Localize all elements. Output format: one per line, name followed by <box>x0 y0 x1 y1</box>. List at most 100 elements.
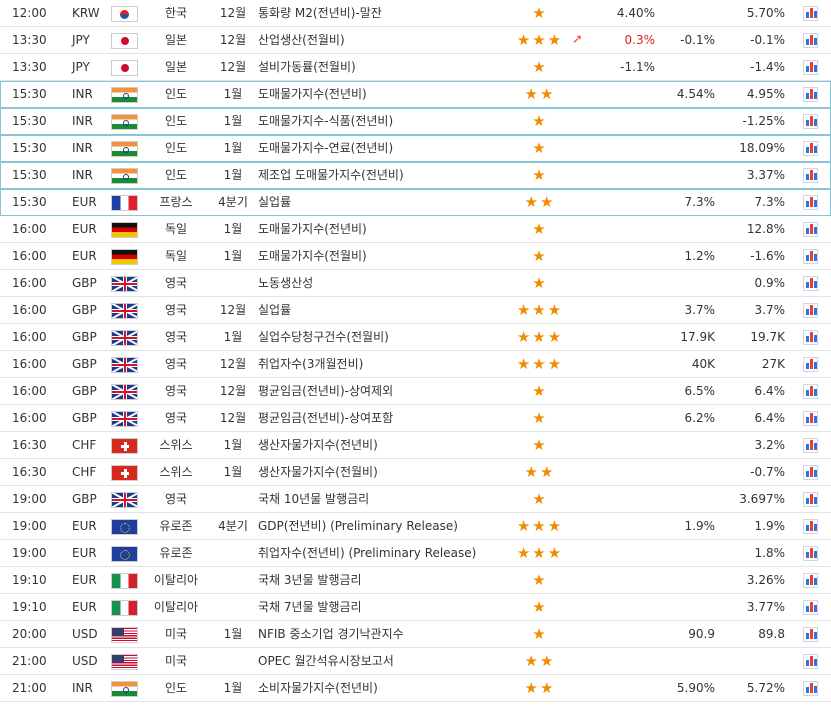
forecast-value <box>655 216 715 242</box>
table-row[interactable]: 19:10 EUR 이탈리아 국채 7년물 발행금리 ★ 3.77% <box>0 594 831 621</box>
chart-icon[interactable] <box>803 222 818 237</box>
event-period: 1월 <box>223 330 243 344</box>
chart-icon[interactable] <box>803 573 818 588</box>
importance-star-icon: ★★★ <box>516 31 564 49</box>
currency-code: USD <box>72 654 98 668</box>
event-title[interactable]: 실업률 <box>258 195 292 209</box>
table-row[interactable]: 16:00 GBP 영국 노동생산성 ★ 0.9% <box>0 270 831 297</box>
event-title[interactable]: GDP(전년비) (Preliminary Release) <box>258 519 458 533</box>
flag-kr-icon <box>111 6 138 22</box>
table-row[interactable]: 19:10 EUR 이탈리아 국채 3년물 발행금리 ★ 3.26% <box>0 567 831 594</box>
event-title[interactable]: 설비가동률(전월비) <box>258 60 356 74</box>
chart-icon[interactable] <box>803 249 818 264</box>
chart-icon[interactable] <box>803 600 818 615</box>
event-title[interactable]: 취업자수(3개월전비) <box>258 357 364 371</box>
forecast-value <box>655 135 715 161</box>
table-row[interactable]: 12:00 KRW 한국 12월 통화량 M2(전년비)-말잔 ★ 4.40% 5.70% <box>0 0 831 27</box>
arrow-up-right-icon <box>572 594 586 620</box>
chart-icon[interactable] <box>803 681 818 696</box>
chart-icon[interactable] <box>803 654 818 669</box>
table-row[interactable]: 19:00 GBP 영국 국채 10년물 발행금리 ★ 3.697% <box>0 486 831 513</box>
flag-de-icon <box>111 222 138 238</box>
table-row[interactable]: 16:30 CHF 스위스 1월 생산자물가지수(전년비) ★ 3.2% <box>0 432 831 459</box>
chart-icon[interactable] <box>803 87 818 102</box>
chart-icon[interactable] <box>803 438 818 453</box>
actual-value: -1.1% <box>620 60 655 74</box>
table-row[interactable]: 16:00 EUR 독일 1월 도매물가지수(전월비) ★ 1.2% -1.6% <box>0 243 831 270</box>
chart-icon[interactable] <box>803 465 818 480</box>
chart-icon[interactable] <box>803 492 818 507</box>
country-name: 독일 <box>164 222 188 236</box>
event-title[interactable]: 취업자수(전년비) (Preliminary Release) <box>258 546 477 560</box>
chart-icon[interactable] <box>803 519 818 534</box>
table-row[interactable]: 16:30 CHF 스위스 1월 생산자물가지수(전월비) ★★ -0.7% <box>0 459 831 486</box>
chart-icon[interactable] <box>803 6 818 21</box>
chart-icon[interactable] <box>803 627 818 642</box>
table-row[interactable]: 21:00 INR 인도 1월 소비자물가지수(전년비) ★★ 5.90% 5.72% <box>0 675 831 702</box>
event-title[interactable]: 실업수당청구건수(전월비) <box>258 330 389 344</box>
chart-icon[interactable] <box>803 546 818 561</box>
table-row[interactable]: 13:30 JPY 일본 12월 설비가동률(전월비) ★ -1.1% -1.4% <box>0 54 831 81</box>
event-title[interactable]: OPEC 월간석유시장보고서 <box>258 654 394 668</box>
table-row[interactable]: 15:30 EUR 프랑스 4분기 실업률 ★★ 7.3% 7.3% <box>0 189 831 216</box>
event-title[interactable]: 제조업 도매물가지수(전년비) <box>258 168 404 182</box>
chart-icon[interactable] <box>803 330 818 345</box>
event-title[interactable]: 국채 7년물 발행금리 <box>258 600 362 614</box>
event-title[interactable]: 도매물가지수(전년비) <box>258 87 367 101</box>
importance-star-icon: ★★ <box>524 652 556 670</box>
table-row[interactable]: 13:30 JPY 일본 12월 산업생산(전월비) ★★★ ➚ 0.3% -0.1% -0.1% <box>0 27 831 54</box>
chart-icon[interactable] <box>803 60 818 75</box>
event-title[interactable]: 도매물가지수(전년비) <box>258 222 367 236</box>
previous-value: 3.26% <box>746 573 785 587</box>
table-row[interactable]: 15:30 INR 인도 1월 도매물가지수-연료(전년비) ★ 18.09% <box>0 135 831 162</box>
chart-icon[interactable] <box>803 411 818 426</box>
event-title[interactable]: 통화량 M2(전년비)-말잔 <box>258 6 382 20</box>
event-title[interactable]: 도매물가지수-식품(전년비) <box>258 114 394 128</box>
table-row[interactable]: 19:00 EUR 유로존 4분기 GDP(전년비) (Preliminary Rele… <box>0 513 831 540</box>
actual-value: 0.3% <box>624 33 656 47</box>
event-period: 1월 <box>223 438 243 452</box>
chart-icon[interactable] <box>803 276 818 291</box>
event-title[interactable]: 평균임금(전년비)-상여포함 <box>258 411 394 425</box>
table-row[interactable]: 15:30 INR 인도 1월 도매물가지수-식품(전년비) ★ -1.25% <box>0 108 831 135</box>
event-title[interactable]: 도매물가지수(전월비) <box>258 249 367 263</box>
actual-value: 4.40% <box>616 6 655 20</box>
forecast-value: 90.9 <box>688 627 715 641</box>
table-row[interactable]: 16:00 GBP 영국 12월 실업률 ★★★ 3.7% 3.7% <box>0 297 831 324</box>
chart-icon[interactable] <box>803 141 818 156</box>
chart-icon[interactable] <box>803 114 818 129</box>
country-name: 영국 <box>164 330 188 344</box>
table-row[interactable]: 16:00 GBP 영국 12월 취업자수(3개월전비) ★★★ 40K 27K <box>0 351 831 378</box>
event-title[interactable]: 국채 10년물 발행금리 <box>258 492 370 506</box>
table-row[interactable]: 15:30 INR 인도 1월 도매물가지수(전년비) ★★ 4.54% 4.95% <box>0 81 831 108</box>
event-title[interactable]: 노동생산성 <box>258 276 314 290</box>
event-title[interactable]: NFIB 중소기업 경기낙관지수 <box>258 627 404 641</box>
event-period: 12월 <box>219 60 247 74</box>
chart-icon[interactable] <box>803 357 818 372</box>
table-row[interactable]: 16:00 GBP 영국 12월 평균임금(전년비)-상여포함 ★ 6.2% 6.4% <box>0 405 831 432</box>
table-row[interactable]: 21:00 USD 미국 OPEC 월간석유시장보고서 ★★ <box>0 648 831 675</box>
event-title[interactable]: 생산자물가지수(전월비) <box>258 465 378 479</box>
table-row[interactable]: 16:00 EUR 독일 1월 도매물가지수(전년비) ★ 12.8% <box>0 216 831 243</box>
event-title[interactable]: 국채 3년물 발행금리 <box>258 573 362 587</box>
event-period: 1월 <box>223 168 243 182</box>
event-title[interactable]: 산업생산(전월비) <box>258 33 345 47</box>
chart-icon[interactable] <box>803 168 818 183</box>
chart-icon[interactable] <box>803 384 818 399</box>
event-title[interactable]: 실업률 <box>258 303 292 317</box>
chart-icon[interactable] <box>803 33 818 48</box>
event-title[interactable]: 평균임금(전년비)-상여제외 <box>258 384 394 398</box>
table-row[interactable]: 16:00 GBP 영국 1월 실업수당청구건수(전월비) ★★★ 17.9K 19.7K <box>0 324 831 351</box>
table-row[interactable]: 16:00 GBP 영국 12월 평균임금(전년비)-상여제외 ★ 6.5% 6.4% <box>0 378 831 405</box>
table-row[interactable]: 19:00 EUR 유로존 취업자수(전년비) (Preliminary Releas… <box>0 540 831 567</box>
event-period: 12월 <box>219 6 247 20</box>
chart-icon[interactable] <box>803 195 818 210</box>
event-title[interactable]: 소비자물가지수(전년비) <box>258 681 378 695</box>
previous-value: -1.25% <box>742 114 785 128</box>
table-row[interactable]: 15:30 INR 인도 1월 제조업 도매물가지수(전년비) ★ 3.37% <box>0 162 831 189</box>
event-title[interactable]: 생산자물가지수(전년비) <box>258 438 378 452</box>
table-row[interactable]: 20:00 USD 미국 1월 NFIB 중소기업 경기낙관지수 ★ 90.9 89.8 <box>0 621 831 648</box>
event-title[interactable]: 도매물가지수-연료(전년비) <box>258 141 394 155</box>
event-time: 15:30 <box>12 195 47 209</box>
chart-icon[interactable] <box>803 303 818 318</box>
